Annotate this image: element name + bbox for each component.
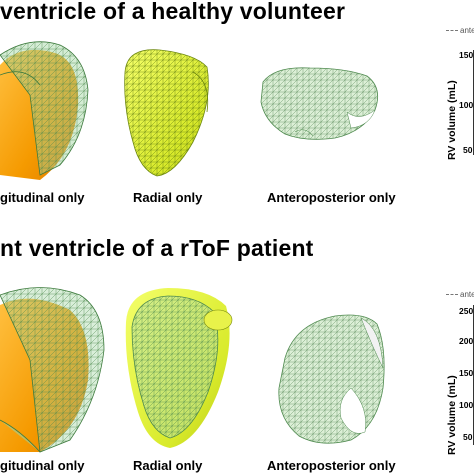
bottom-legend-label: ante <box>460 290 474 299</box>
bottom-panel-title: nt ventricle of a rToF patient <box>0 235 314 261</box>
top-anteroposterior-mesh <box>260 67 379 140</box>
bottom-chart-legend: ante <box>446 290 474 299</box>
bottom-chart-ylabel: RV volume (mL) <box>446 375 458 455</box>
top-caption-anteroposterior: Anteroposterior only <box>267 190 396 205</box>
top-chart-ylabel: RV volume (mL) <box>446 80 458 160</box>
bottom-tick-250: 250 <box>459 306 474 316</box>
bottom-caption-anteroposterior: Anteroposterior only <box>267 458 396 473</box>
bottom-tick-200: 200 <box>459 336 474 346</box>
top-chart-legend: ante <box>446 26 474 35</box>
top-caption-radial: Radial only <box>133 190 203 205</box>
bottom-radial-mesh <box>125 288 233 448</box>
top-tick-100: 100 <box>459 100 474 110</box>
bottom-longitudinal-mesh <box>0 287 105 453</box>
top-panel-title: ventricle of a healthy volunteer <box>0 0 346 24</box>
top-tick-50: 50 <box>463 145 473 155</box>
bottom-tick-150: 150 <box>459 368 474 378</box>
bottom-tick-50: 50 <box>463 432 473 442</box>
top-caption-longitudinal: gitudinal only <box>0 190 85 205</box>
top-longitudinal-mesh <box>0 41 89 180</box>
legend-line-icon <box>446 294 458 296</box>
top-tick-150: 150 <box>459 50 474 60</box>
bottom-caption-radial: Radial only <box>133 458 203 473</box>
top-legend-label: ante <box>460 26 474 35</box>
bottom-anteroposterior-mesh <box>278 314 385 444</box>
bottom-caption-longitudinal: gitudinal only <box>0 458 85 473</box>
top-radial-mesh <box>124 49 209 177</box>
bottom-tick-100: 100 <box>459 400 474 410</box>
legend-line-icon <box>446 30 458 32</box>
